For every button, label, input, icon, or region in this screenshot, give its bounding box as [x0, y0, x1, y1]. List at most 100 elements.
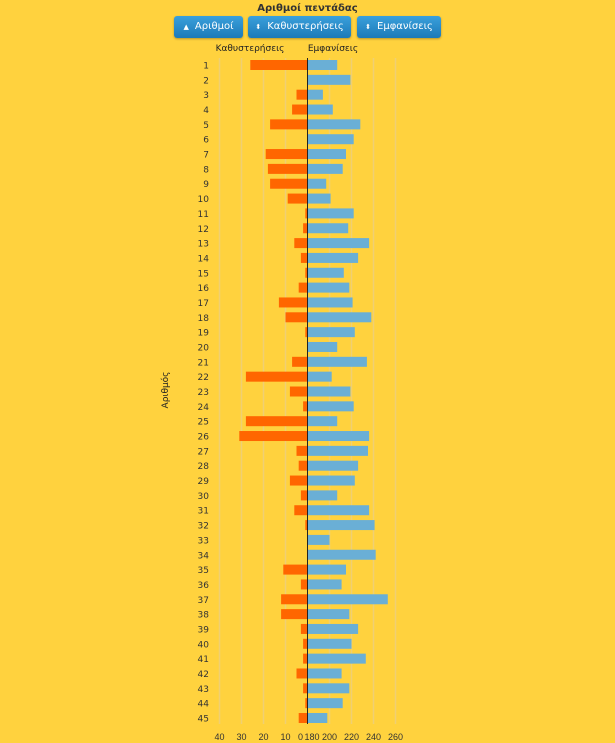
left-tick-label: 10	[280, 732, 290, 742]
appearance-bar	[307, 74, 351, 85]
appearance-bar	[307, 594, 388, 605]
category-label: 7	[203, 151, 209, 161]
appearance-bar	[307, 609, 350, 620]
appearance-bar	[307, 252, 359, 263]
delay-bar	[303, 223, 308, 234]
category-label: 26	[198, 433, 210, 443]
delay-bar	[298, 713, 308, 723]
appearance-bar	[307, 89, 323, 100]
button-label: Καθυστερήσεις	[267, 21, 344, 32]
delay-bar	[270, 119, 308, 130]
sort-by-number-button[interactable]: ▲ Αριθμοί	[174, 16, 243, 38]
appearance-bar	[307, 386, 351, 397]
delay-bar	[283, 564, 308, 575]
right-tick-label: 220	[344, 732, 359, 742]
appearance-bar	[307, 713, 328, 723]
delay-bar	[296, 89, 308, 100]
category-label: 45	[198, 715, 209, 725]
y-axis-label: Αριθμός	[160, 372, 171, 409]
appearance-bar	[307, 623, 359, 634]
chart-title: Αριθμοί πεντάδας	[257, 3, 358, 14]
right-tick-label: 260	[388, 732, 403, 742]
category-label: 20	[198, 343, 210, 353]
delay-bar	[294, 505, 308, 516]
left-tick-label: 0	[298, 732, 303, 742]
category-label: 34	[198, 551, 210, 561]
category-label: 8	[203, 165, 209, 175]
appearance-bar	[307, 564, 346, 575]
delay-bar	[281, 594, 308, 605]
appearance-bar	[307, 134, 354, 145]
left-tick-label: 40	[214, 732, 224, 742]
category-label: 1	[203, 62, 209, 72]
category-label: 35	[198, 566, 209, 576]
button-label: Εμφανίσεις	[377, 21, 433, 32]
category-label: 33	[198, 536, 209, 546]
category-label: 27	[198, 447, 209, 457]
left-series-label: Καθυστερήσεις	[216, 44, 285, 54]
appearance-bar	[307, 327, 355, 338]
category-label: 24	[198, 403, 210, 413]
delay-bar	[303, 653, 308, 664]
sort-icon: ⬍	[255, 23, 262, 31]
category-label: 13	[198, 240, 209, 250]
appearance-bar	[307, 60, 338, 70]
category-label: 15	[198, 269, 209, 279]
category-label: 3	[203, 91, 209, 101]
delay-bar	[281, 609, 308, 620]
delay-bar	[305, 208, 308, 219]
appearance-bar	[307, 416, 338, 427]
delay-bar	[305, 698, 308, 709]
appearance-bar	[307, 579, 342, 590]
delay-bar	[292, 356, 308, 367]
appearance-bar	[307, 520, 375, 531]
sort-icon: ⬍	[365, 23, 372, 31]
delay-bar	[305, 520, 308, 531]
appearance-bar	[307, 341, 338, 352]
appearance-bar	[307, 356, 367, 367]
category-label: 21	[198, 358, 209, 368]
right-tick-label: 180	[304, 732, 319, 742]
appearance-bar	[307, 698, 343, 709]
category-label: 6	[203, 136, 209, 146]
category-label: 42	[198, 670, 209, 680]
appearance-bar	[307, 549, 376, 560]
delay-bar	[305, 327, 308, 338]
category-label: 12	[198, 225, 209, 235]
appearance-bar	[307, 267, 344, 278]
appearance-bar	[307, 119, 361, 130]
appearance-bar	[307, 282, 350, 293]
delay-bar	[305, 267, 308, 278]
sort-asc-icon: ▲	[183, 23, 189, 31]
appearance-bar	[307, 312, 372, 323]
delay-bar	[285, 312, 308, 323]
category-label: 14	[198, 254, 210, 264]
sort-by-delays-button[interactable]: ⬍ Καθυστερήσεις	[248, 16, 351, 38]
category-labels: 1234567891011121314151617181920212223242…	[198, 62, 210, 725]
delay-bar	[287, 193, 308, 204]
category-label: 11	[198, 210, 209, 220]
appearance-bar	[307, 297, 353, 308]
category-label: 30	[198, 492, 210, 502]
appearance-bar	[307, 490, 338, 501]
appearance-bar	[307, 238, 370, 249]
appearance-bar	[307, 223, 349, 234]
right-series-label: Εμφανίσεις	[308, 44, 358, 54]
category-label: 9	[203, 180, 209, 190]
category-label: 40	[198, 640, 210, 650]
button-label: Αριθμοί	[194, 21, 234, 32]
sort-by-appearances-button[interactable]: ⬍ Εμφανίσεις	[357, 16, 441, 38]
delay-bar	[250, 60, 308, 70]
appearance-bar	[307, 371, 332, 382]
appearance-bar	[307, 178, 327, 189]
category-label: 16	[198, 284, 210, 294]
delay-bar	[296, 668, 308, 679]
category-label: 2	[203, 76, 209, 86]
delay-bar	[270, 178, 308, 189]
category-label: 28	[198, 462, 210, 472]
category-label: 31	[198, 507, 209, 517]
category-label: 22	[198, 373, 209, 383]
delay-bar	[245, 371, 308, 382]
appearance-bar	[307, 668, 342, 679]
appearance-bar	[307, 460, 359, 471]
